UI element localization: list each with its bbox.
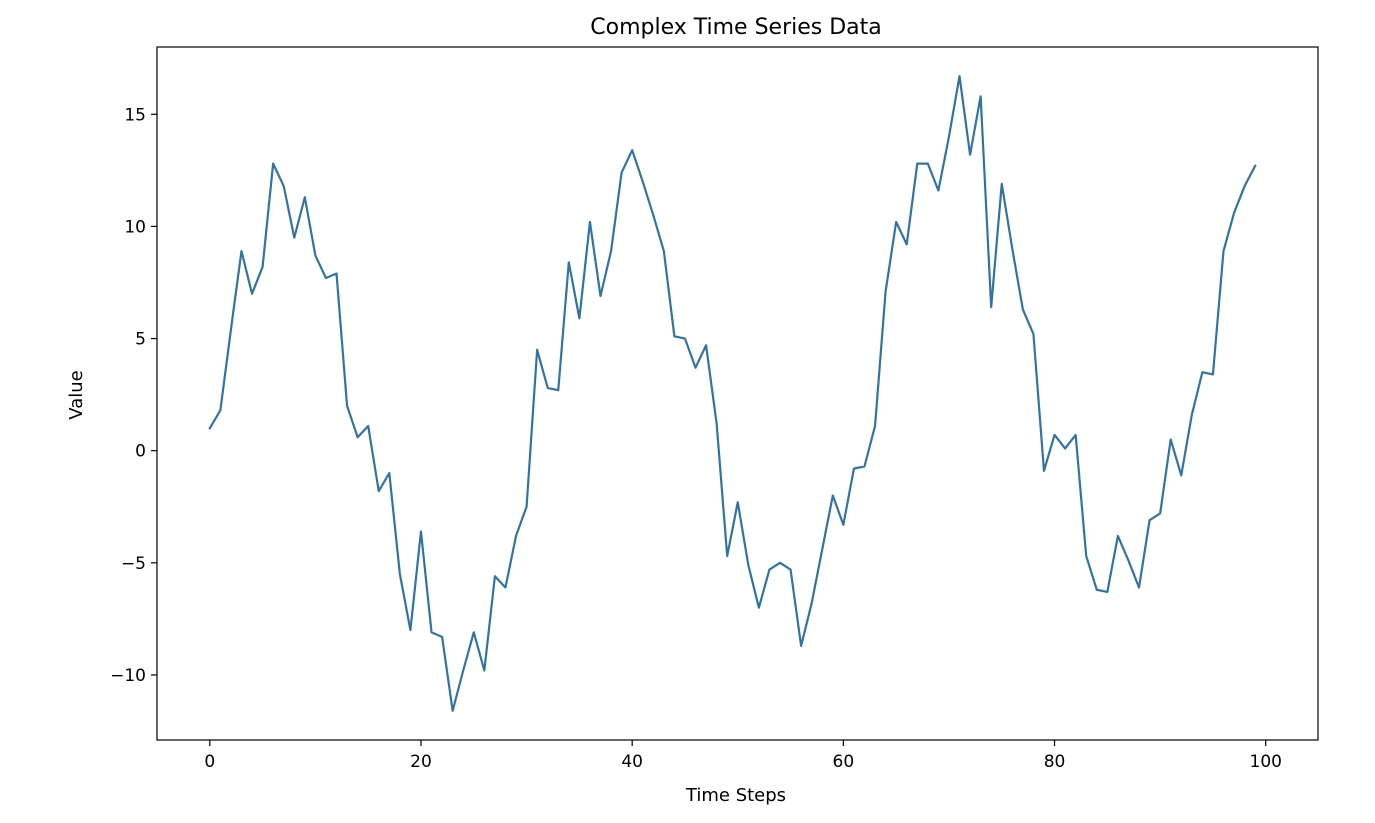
x-tick-label: 0 — [204, 752, 215, 772]
x-tick-label: 60 — [833, 752, 855, 772]
series-line — [208, 75, 1257, 712]
y-tick-label: 10 — [124, 217, 146, 237]
x-tick-label: 40 — [621, 752, 643, 772]
x-tick-label: 100 — [1250, 752, 1282, 772]
plot-area: 0 20 40 60 80 100 −10 −5 0 5 10 15 — [110, 46, 1319, 772]
y-tick-label: 0 — [135, 442, 146, 462]
chart-title: Complex Time Series Data — [590, 15, 882, 40]
y-tick-label: 5 — [135, 330, 146, 350]
x-axis-label: Time Steps — [685, 785, 786, 806]
y-tick-label: −5 — [121, 554, 146, 574]
x-tick-label: 20 — [410, 752, 432, 772]
y-tick-label: 15 — [124, 105, 146, 125]
y-axis-label: Value — [66, 370, 87, 419]
plot-frame — [156, 46, 1319, 741]
x-tick-label: 80 — [1044, 752, 1066, 772]
y-tick-label: −10 — [110, 666, 146, 686]
